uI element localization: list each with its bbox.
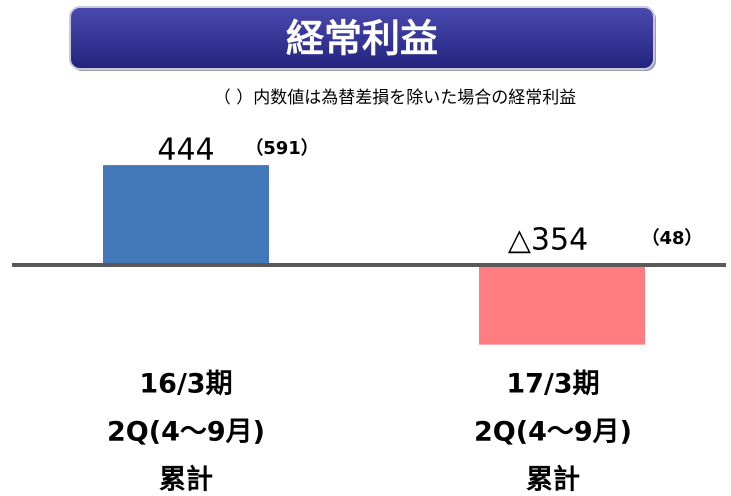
x-tick-label: 2Q(4～9月) bbox=[474, 417, 632, 448]
banner bbox=[69, 6, 655, 70]
chart-title: 経常利益 bbox=[286, 17, 438, 61]
x-tick-label: 16/3期 bbox=[139, 369, 232, 400]
x-tick-label: 累計 bbox=[526, 464, 580, 496]
bar bbox=[103, 165, 269, 265]
value-label: 444 bbox=[157, 133, 214, 168]
bar bbox=[479, 265, 645, 345]
value-label: △354 bbox=[508, 223, 588, 258]
subtitle: （ ）内数値は為替差損を除いた場合の経常利益 bbox=[214, 88, 576, 108]
x-tick-label: 17/3期 bbox=[506, 369, 599, 400]
annotation: （48） bbox=[641, 228, 702, 249]
annotation: （591） bbox=[245, 138, 319, 159]
x-tick-label: 2Q(4～9月) bbox=[107, 417, 265, 448]
x-tick-label: 累計 bbox=[159, 464, 213, 496]
